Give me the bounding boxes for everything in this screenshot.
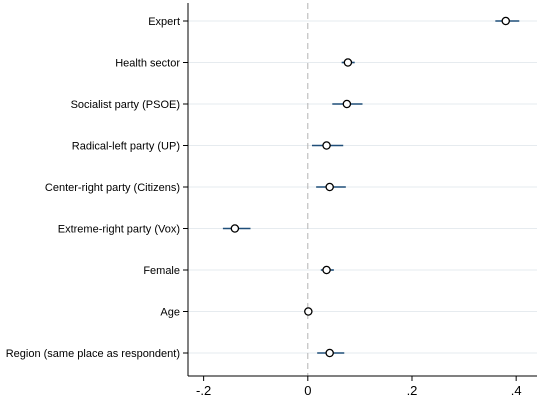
y-tick-label: Female bbox=[143, 265, 180, 277]
x-tick-label: .4 bbox=[511, 383, 522, 398]
estimate-point bbox=[325, 182, 334, 192]
y-tick-label: Center-right party (Citizens) bbox=[45, 182, 180, 194]
x-tick-label: .2 bbox=[407, 383, 418, 398]
y-tick-label: Extreme-right party (Vox) bbox=[58, 224, 180, 236]
estimate-point bbox=[501, 16, 510, 26]
x-tick-label: 0 bbox=[304, 383, 311, 398]
y-tick-labels: Expert Health sector Socialist party (PSOE… bbox=[6, 16, 188, 360]
plot-axes bbox=[187, 3, 537, 377]
estimate-point bbox=[343, 58, 353, 67]
point-estimates bbox=[230, 16, 510, 358]
y-tick-label: Health sector bbox=[115, 58, 180, 70]
estimate-point bbox=[230, 224, 240, 233]
y-tick-label: Expert bbox=[148, 16, 180, 28]
estimate-point bbox=[342, 99, 352, 109]
estimate-point bbox=[322, 265, 331, 275]
x-tick-labels: -.2 0 .2 .4 bbox=[196, 376, 522, 398]
y-tick-label: Radical-left party (UP) bbox=[72, 141, 180, 153]
y-tick-label: Socialist party (PSOE) bbox=[71, 99, 180, 111]
y-tick-label: Region (same place as respondent) bbox=[6, 348, 180, 360]
y-tick-label: Age bbox=[160, 307, 180, 319]
grid-lines bbox=[188, 20, 537, 354]
estimate-point bbox=[304, 307, 313, 316]
x-tick-label: -.2 bbox=[196, 383, 211, 398]
estimate-point bbox=[325, 348, 334, 358]
estimate-point bbox=[322, 141, 331, 150]
